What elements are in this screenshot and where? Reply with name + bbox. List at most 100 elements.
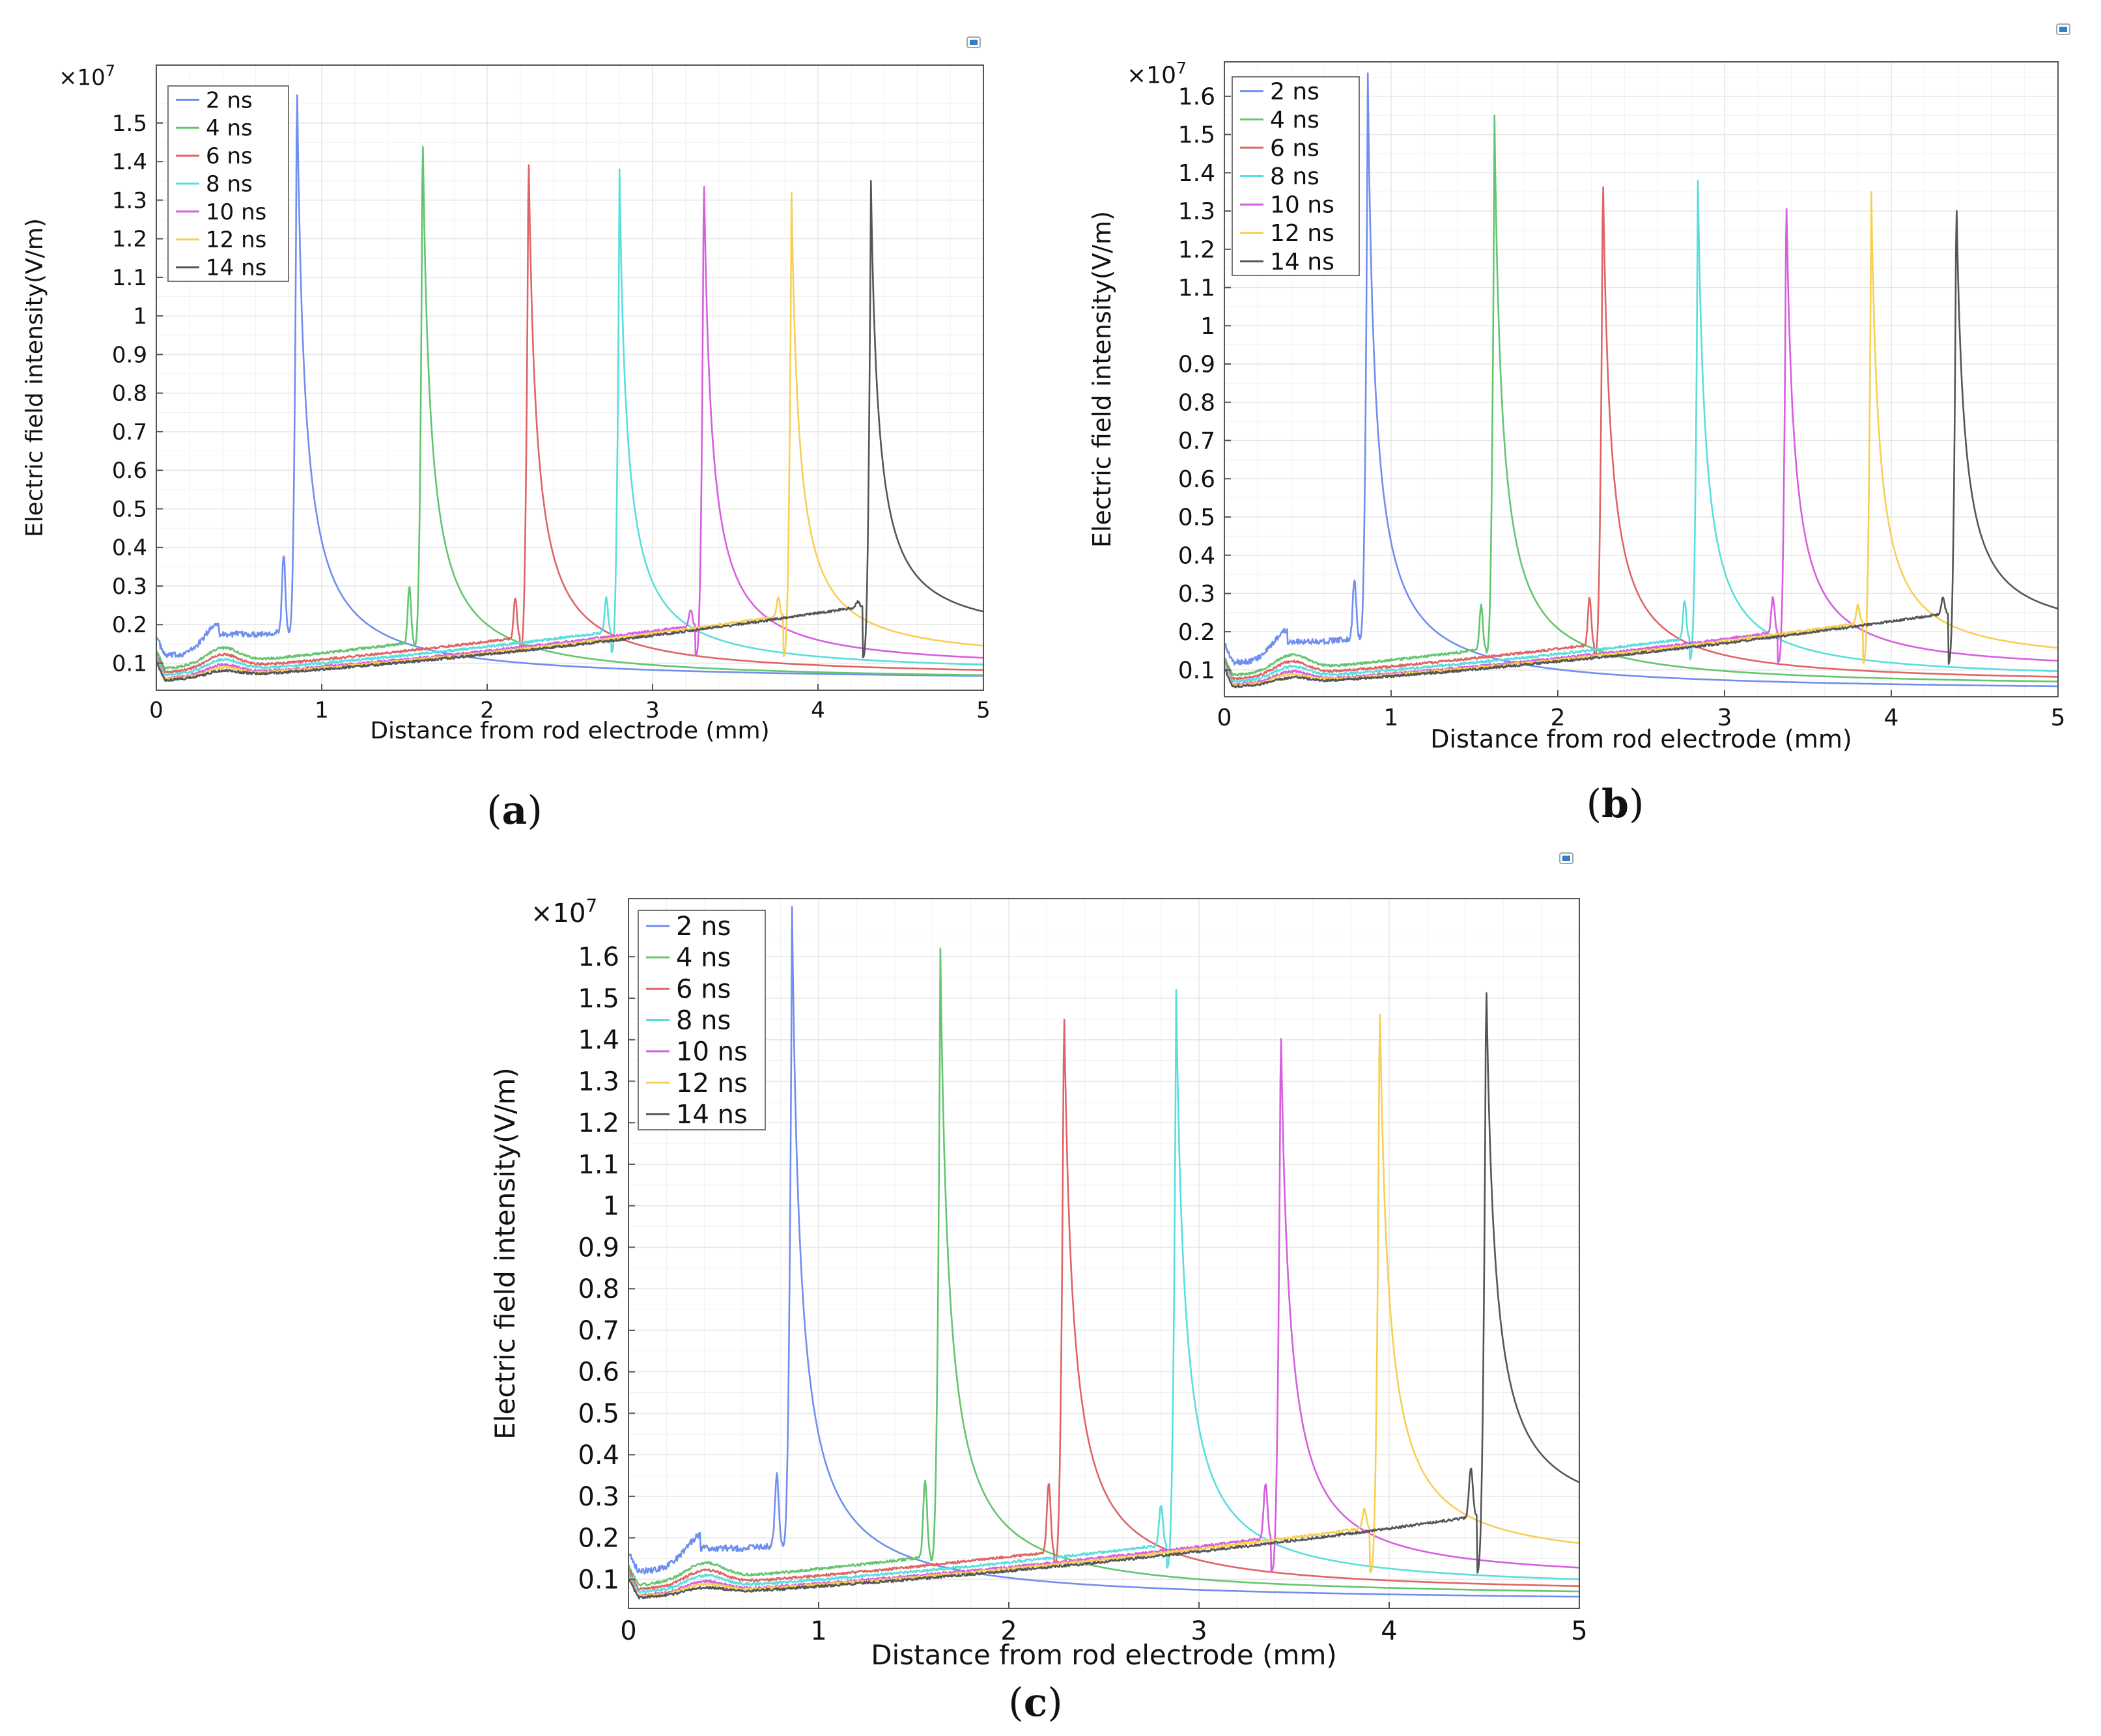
- series-lines: [627, 906, 1580, 1600]
- panel-label-letter: c: [1024, 1680, 1048, 1726]
- y-axis-label: Electric field intensity(V/m): [21, 218, 48, 537]
- y-tick-label: 1.1: [112, 265, 147, 291]
- y-tick-label: 0.1: [578, 1565, 619, 1595]
- y-tick-label: 0.1: [1178, 657, 1215, 684]
- y-tick-label: 0.8: [578, 1274, 619, 1304]
- legend-entry: 4 ns: [1270, 107, 1319, 133]
- y-tick-label: 1.5: [578, 984, 619, 1014]
- y-tick-label: 0.5: [112, 496, 147, 522]
- legend-entry: 10 ns: [1270, 192, 1334, 219]
- series-line-8ns: [627, 988, 1580, 1594]
- x-axis-label: Distance from rod electrode (mm): [1430, 725, 1852, 753]
- image-export-icon-fill: [970, 40, 978, 45]
- y-tick-label: 1.3: [578, 1067, 619, 1097]
- y-tick-label: 0.9: [112, 342, 147, 368]
- y-tick-label: 0.6: [112, 458, 147, 484]
- y-tick-label: 0.3: [578, 1482, 619, 1512]
- y-tick-label: 1.1: [578, 1150, 619, 1180]
- series-lines: [1223, 72, 2059, 689]
- legend-entry: 12 ns: [676, 1069, 748, 1099]
- y-tick-label: 0.2: [1178, 619, 1215, 646]
- y-tick-label: 0.9: [1178, 352, 1215, 378]
- panel-label-open-paren: (: [486, 788, 501, 833]
- y-tick-label: 1.5: [112, 111, 147, 137]
- axes-frame: [1224, 61, 2059, 697]
- x-tick-label: 0: [1217, 705, 1232, 731]
- y-tick-label: 0.3: [112, 574, 147, 600]
- x-tick-label: 3: [645, 697, 660, 723]
- series-line-14ns: [1224, 210, 2059, 689]
- y-tick-label: 1.5: [1178, 122, 1215, 148]
- chart-panel-c: 0 1 2 3 4 5 0.1 0.2 0.3 0.4 0.5 0.6 0.7 0.8 0.9 1 1.1 1.2…: [489, 895, 1588, 1671]
- x-tick-label: 5: [976, 697, 991, 723]
- panel-label-letter: a: [502, 788, 528, 833]
- x-tick-label: 5: [1571, 1616, 1587, 1646]
- y-tick-label: 0.7: [1178, 428, 1215, 455]
- legend-entry: 10 ns: [676, 1037, 748, 1067]
- series-line-4ns: [628, 947, 1580, 1593]
- y-tick-label: 1.2: [112, 227, 147, 253]
- series-line-4ns: [1223, 114, 2059, 682]
- axes-frame: [628, 898, 1580, 1609]
- y-tick-label: 0.1: [112, 651, 147, 677]
- legend-entry: 8 ns: [1270, 163, 1319, 190]
- series-line-10ns: [628, 1038, 1580, 1598]
- plot-area: [628, 899, 1579, 1608]
- x-tick-label: 2: [480, 697, 494, 723]
- series-line-8ns: [156, 168, 984, 677]
- image-export-icon[interactable]: [966, 36, 981, 48]
- panel-label-c: (c): [1008, 1680, 1062, 1726]
- y-tick-label: 1.3: [112, 188, 147, 214]
- panel-label-letter: b: [1601, 781, 1629, 827]
- y-tick-label: 1.6: [578, 942, 619, 972]
- y-tick-label: 0.8: [1178, 389, 1215, 416]
- image-export-icon[interactable]: [1559, 852, 1573, 864]
- y-axis-label: Electric field intensity(V/m): [489, 1067, 521, 1440]
- y-tick-label: 1.2: [578, 1108, 619, 1138]
- chart-panel-b: 0 1 2 3 4 5 0.1 0.2 0.3 0.4 0.5 0.6 0.7 0.8 0.9 1 1.1 1.2…: [1088, 59, 2065, 753]
- chart-panel-a: 0 1 2 3 4 5 0.1 0.2 0.3 0.4 0.5 0.6 0.7 0.8 0.9 1 1.1 1.2…: [21, 62, 991, 744]
- legend-entry: 14 ns: [676, 1100, 748, 1130]
- series-line-8ns: [1224, 179, 2059, 683]
- axis-multiplier-exponent: 7: [106, 62, 115, 80]
- x-tick-label: 1: [1384, 705, 1399, 731]
- series-line-2ns: [627, 906, 1580, 1598]
- series-line-12ns: [155, 191, 984, 681]
- legend-entry: 2 ns: [676, 912, 731, 942]
- image-export-icon[interactable]: [2056, 23, 2070, 35]
- x-tick-label: 2: [1000, 1616, 1017, 1646]
- y-tick-label: 1: [1200, 313, 1215, 340]
- series-line-6ns: [156, 164, 984, 673]
- x-tick-label: 3: [1717, 705, 1732, 731]
- series-line-2ns: [1224, 72, 2059, 688]
- x-tick-label: 4: [1884, 705, 1899, 731]
- y-tick-label: 0.5: [1178, 505, 1215, 531]
- panel-label-open-paren: (: [1008, 1680, 1023, 1726]
- legend-entry: 8 ns: [676, 1006, 731, 1036]
- series-lines: [155, 94, 984, 682]
- y-tick-label: 0.7: [112, 419, 147, 445]
- y-tick-label: 0.7: [578, 1316, 619, 1346]
- y-tick-label: 1.4: [578, 1026, 619, 1056]
- axis-multiplier: ×107: [59, 62, 115, 91]
- legend-entry: 12 ns: [206, 227, 266, 253]
- x-tick-label: 1: [315, 697, 329, 723]
- legend-entry: 14 ns: [206, 255, 266, 281]
- x-tick-label: 5: [2051, 705, 2066, 731]
- series-line-10ns: [1223, 208, 2059, 686]
- y-axis-label: Electric field intensity(V/m): [1088, 211, 1116, 548]
- y-tick-label: 1.6: [1178, 83, 1215, 110]
- y-tick-label: 0.4: [1178, 542, 1215, 569]
- y-tick-label: 1: [133, 303, 147, 329]
- panel-label-b: (b): [1586, 781, 1644, 827]
- panel-label-close-paren: ): [1629, 781, 1644, 827]
- y-tick-label: 0.6: [1178, 466, 1215, 493]
- legend-entry: 8 ns: [206, 171, 253, 197]
- y-tick-label: 0.8: [112, 381, 147, 407]
- legend-entry: 2 ns: [206, 87, 253, 113]
- y-tick-label: 1.4: [1178, 160, 1215, 187]
- panel-label-a: (a): [486, 788, 543, 833]
- legend-entry: 14 ns: [1270, 249, 1334, 275]
- axis-multiplier-exponent: 7: [1176, 59, 1187, 77]
